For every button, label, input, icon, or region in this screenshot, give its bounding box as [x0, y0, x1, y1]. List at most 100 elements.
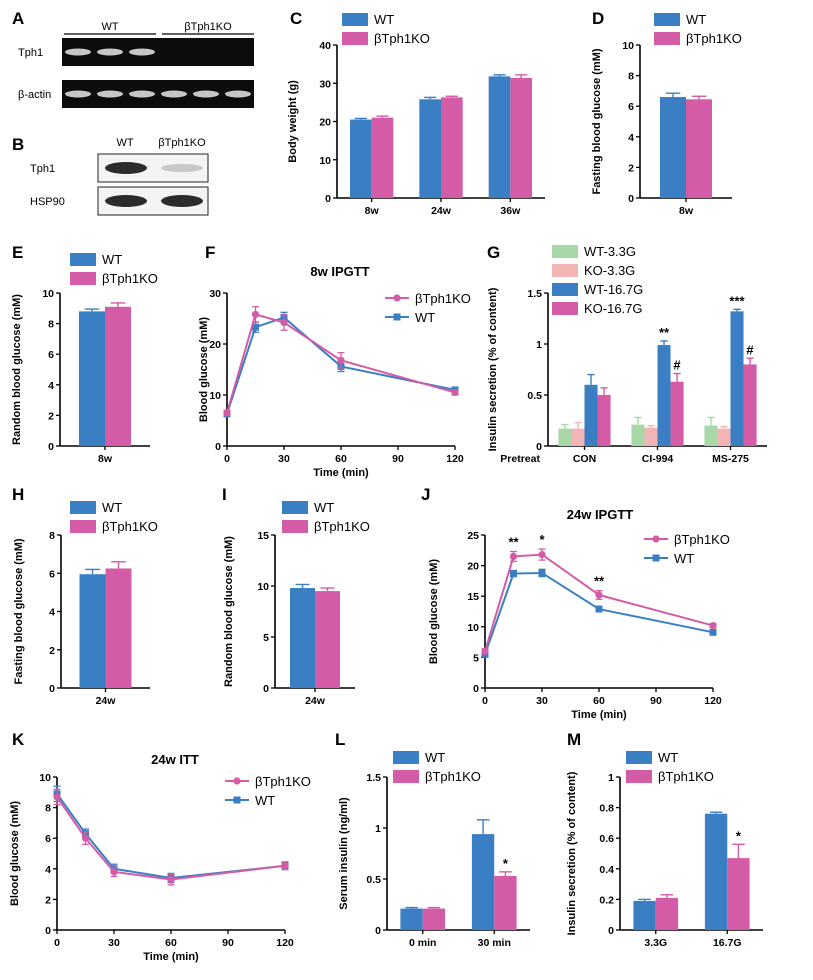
bar	[730, 311, 744, 446]
legend-label: WT	[425, 750, 445, 765]
blot-band	[161, 164, 203, 172]
x-tick-label: 90	[650, 695, 662, 707]
bar	[597, 395, 611, 446]
legend-label: βTph1KO	[374, 31, 430, 46]
y-tick-label: 20	[467, 561, 479, 573]
y-tick-label: 4	[628, 132, 634, 144]
bar	[571, 428, 585, 446]
y-tick-label: 0	[45, 925, 51, 937]
group-label: βTph1KO	[158, 137, 206, 149]
legend-label: WT	[674, 551, 694, 566]
data-point	[595, 591, 603, 599]
x-tick-label: 90	[222, 937, 234, 949]
gel-band	[161, 90, 187, 98]
data-point	[709, 628, 717, 636]
bar	[105, 568, 132, 688]
panel-label: E	[12, 243, 23, 262]
y-tick-label: 10	[39, 772, 51, 784]
data-point	[538, 569, 546, 577]
group-label: WT	[101, 21, 118, 33]
x-axis-label: Time (min)	[143, 951, 199, 963]
bar	[419, 99, 441, 198]
y-tick-label: 6	[45, 833, 51, 845]
y-tick-label: 0	[628, 193, 634, 205]
x-tick-label: 30	[536, 695, 548, 707]
y-tick-label: 10	[257, 581, 269, 593]
y-tick-label: 1.5	[527, 288, 542, 300]
x-tick-label: 120	[704, 695, 722, 707]
legend-label: WT	[415, 310, 435, 325]
panel-f: F 8w IPGTT 0 10 20 30 Blood glucose (mM) 0 30 60 9…	[198, 243, 471, 479]
gel-band	[225, 90, 251, 98]
legend-label: WT	[102, 252, 122, 267]
legend-swatch	[342, 32, 368, 45]
legend-swatch	[552, 264, 578, 277]
x-tick-label: 30	[108, 937, 120, 949]
bar	[79, 574, 106, 688]
panel-c: C 0 10 20 30 40 Body weight (g) 8w 24w 36w WT βTph1…	[287, 9, 545, 217]
pretreat-label: Pretreat	[500, 453, 540, 465]
legend-swatch	[282, 501, 308, 514]
gel-strip	[62, 80, 254, 108]
y-tick-label: 2	[45, 894, 51, 906]
x-tick-label: 90	[392, 453, 404, 465]
y-tick-label: 30	[209, 288, 221, 300]
gel-band	[65, 48, 91, 56]
legend-swatch	[342, 13, 368, 26]
y-tick-label: 0	[536, 441, 542, 453]
y-tick-label: 0.4	[599, 864, 614, 876]
significance-marker: **	[659, 325, 670, 340]
group-label: WT	[116, 137, 133, 149]
y-tick-label: 8	[48, 319, 54, 331]
legend-label: βTph1KO	[314, 519, 370, 534]
bar	[660, 97, 686, 198]
legend-swatch	[282, 520, 308, 533]
y-tick-label: 0.5	[366, 874, 381, 886]
bar	[727, 858, 750, 930]
legend-label: βTph1KO	[102, 271, 158, 286]
y-axis-label: Random blood glucose (mM)	[223, 536, 235, 687]
panel-label: M	[567, 730, 581, 749]
legend-marker	[233, 777, 241, 785]
data-point	[223, 409, 231, 417]
legend-label: WT-16.7G	[584, 282, 643, 297]
legend-label: KO-16.7G	[584, 301, 643, 316]
chart-title: 8w IPGTT	[310, 264, 369, 279]
bar	[441, 97, 463, 198]
panel-label: G	[487, 243, 500, 262]
significance-marker: ***	[729, 293, 745, 308]
y-tick-label: 0	[49, 683, 55, 695]
y-tick-label: 8	[45, 803, 51, 815]
x-tick-label: 24w	[305, 695, 326, 707]
row-label: β-actin	[18, 89, 51, 101]
panel-label: K	[12, 730, 25, 749]
bar	[510, 77, 532, 198]
legend-swatch	[70, 253, 96, 266]
legend-swatch	[552, 245, 578, 258]
y-tick-label: 10	[209, 390, 221, 402]
bar	[633, 900, 656, 930]
y-tick-label: 30	[319, 78, 331, 90]
blot-band	[105, 195, 147, 207]
y-tick-label: 20	[319, 117, 331, 129]
chart-title: 24w ITT	[151, 752, 199, 767]
y-tick-label: 4	[45, 864, 51, 876]
x-tick-label: 8w	[365, 205, 380, 217]
bar	[717, 428, 731, 446]
x-tick-label: 8w	[98, 453, 113, 465]
blot-band	[161, 195, 203, 207]
legend-swatch	[70, 501, 96, 514]
x-tick-label: 120	[446, 453, 464, 465]
row-label: Tph1	[30, 163, 55, 175]
legend-swatch	[393, 770, 419, 783]
y-tick-label: 2	[49, 645, 55, 657]
x-tick-label: 0 min	[409, 937, 436, 949]
data-point	[595, 605, 603, 613]
panel-b: B WT βTph1KO Tph1 HSP90	[12, 135, 209, 216]
x-tick-label: 0	[224, 453, 230, 465]
y-tick-label: 0	[375, 925, 381, 937]
bar	[494, 875, 517, 930]
bar	[558, 428, 572, 446]
data-point	[451, 388, 459, 397]
data-point	[510, 570, 517, 578]
